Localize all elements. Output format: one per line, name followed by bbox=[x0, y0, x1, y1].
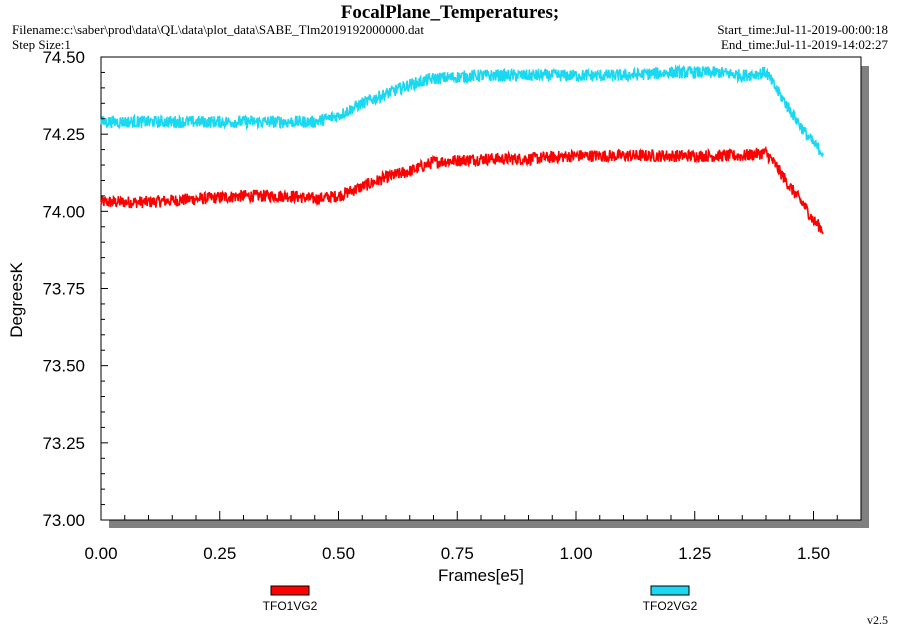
x-tick-label: 1.50 bbox=[797, 544, 830, 563]
end-time-label: End_time:Jul-11-2019-14:02:27 bbox=[720, 37, 888, 52]
start-time-label: Start_time:Jul-11-2019-00:00:18 bbox=[717, 22, 888, 37]
axes-layer: 73.00 73.25 73.50 73.75 74.00 74.25 74.50 0.00 0… bbox=[42, 48, 838, 563]
y-tick-label: 74.50 bbox=[42, 48, 85, 67]
y-tick-label: 73.75 bbox=[42, 280, 85, 299]
legend-label-tfo1vg2: TFO1VG2 bbox=[263, 599, 318, 613]
series-layer bbox=[100, 63, 824, 235]
x-tick-label: 1.00 bbox=[559, 544, 592, 563]
x-tick-label: 1.25 bbox=[678, 544, 711, 563]
y-tick-label: 73.00 bbox=[42, 511, 85, 530]
legend-label-tfo2vg2: TFO2VG2 bbox=[643, 599, 698, 613]
series-line-tfo2vg2 bbox=[100, 63, 824, 158]
x-tick-label: 0.00 bbox=[84, 544, 117, 563]
filename-label: Filename:c:\saber\prod\data\QL\data\plot… bbox=[12, 22, 424, 37]
y-tick-label: 74.00 bbox=[42, 202, 85, 221]
series-line-tfo1vg2 bbox=[100, 145, 824, 235]
legend: TFO1VG2 TFO2VG2 bbox=[263, 585, 698, 613]
y-tick-label: 73.25 bbox=[42, 434, 85, 453]
x-tick-label: 0.25 bbox=[203, 544, 236, 563]
chart-title: FocalPlane_Temperatures; bbox=[340, 2, 560, 23]
legend-swatch-tfo1vg2 bbox=[270, 585, 310, 596]
y-axis-title: DegreesK bbox=[7, 262, 26, 338]
x-tick-label: 0.75 bbox=[441, 544, 474, 563]
y-tick-label: 73.50 bbox=[42, 357, 85, 376]
step-size-label: Step Size:1 bbox=[12, 37, 71, 52]
y-tick-label: 74.25 bbox=[42, 125, 85, 144]
x-tick-label: 0.50 bbox=[322, 544, 355, 563]
version-label: v2.5 bbox=[867, 613, 888, 627]
legend-swatch-tfo2vg2 bbox=[650, 585, 690, 596]
x-axis-title: Frames[e5] bbox=[438, 566, 524, 585]
plot-area bbox=[100, 56, 862, 521]
